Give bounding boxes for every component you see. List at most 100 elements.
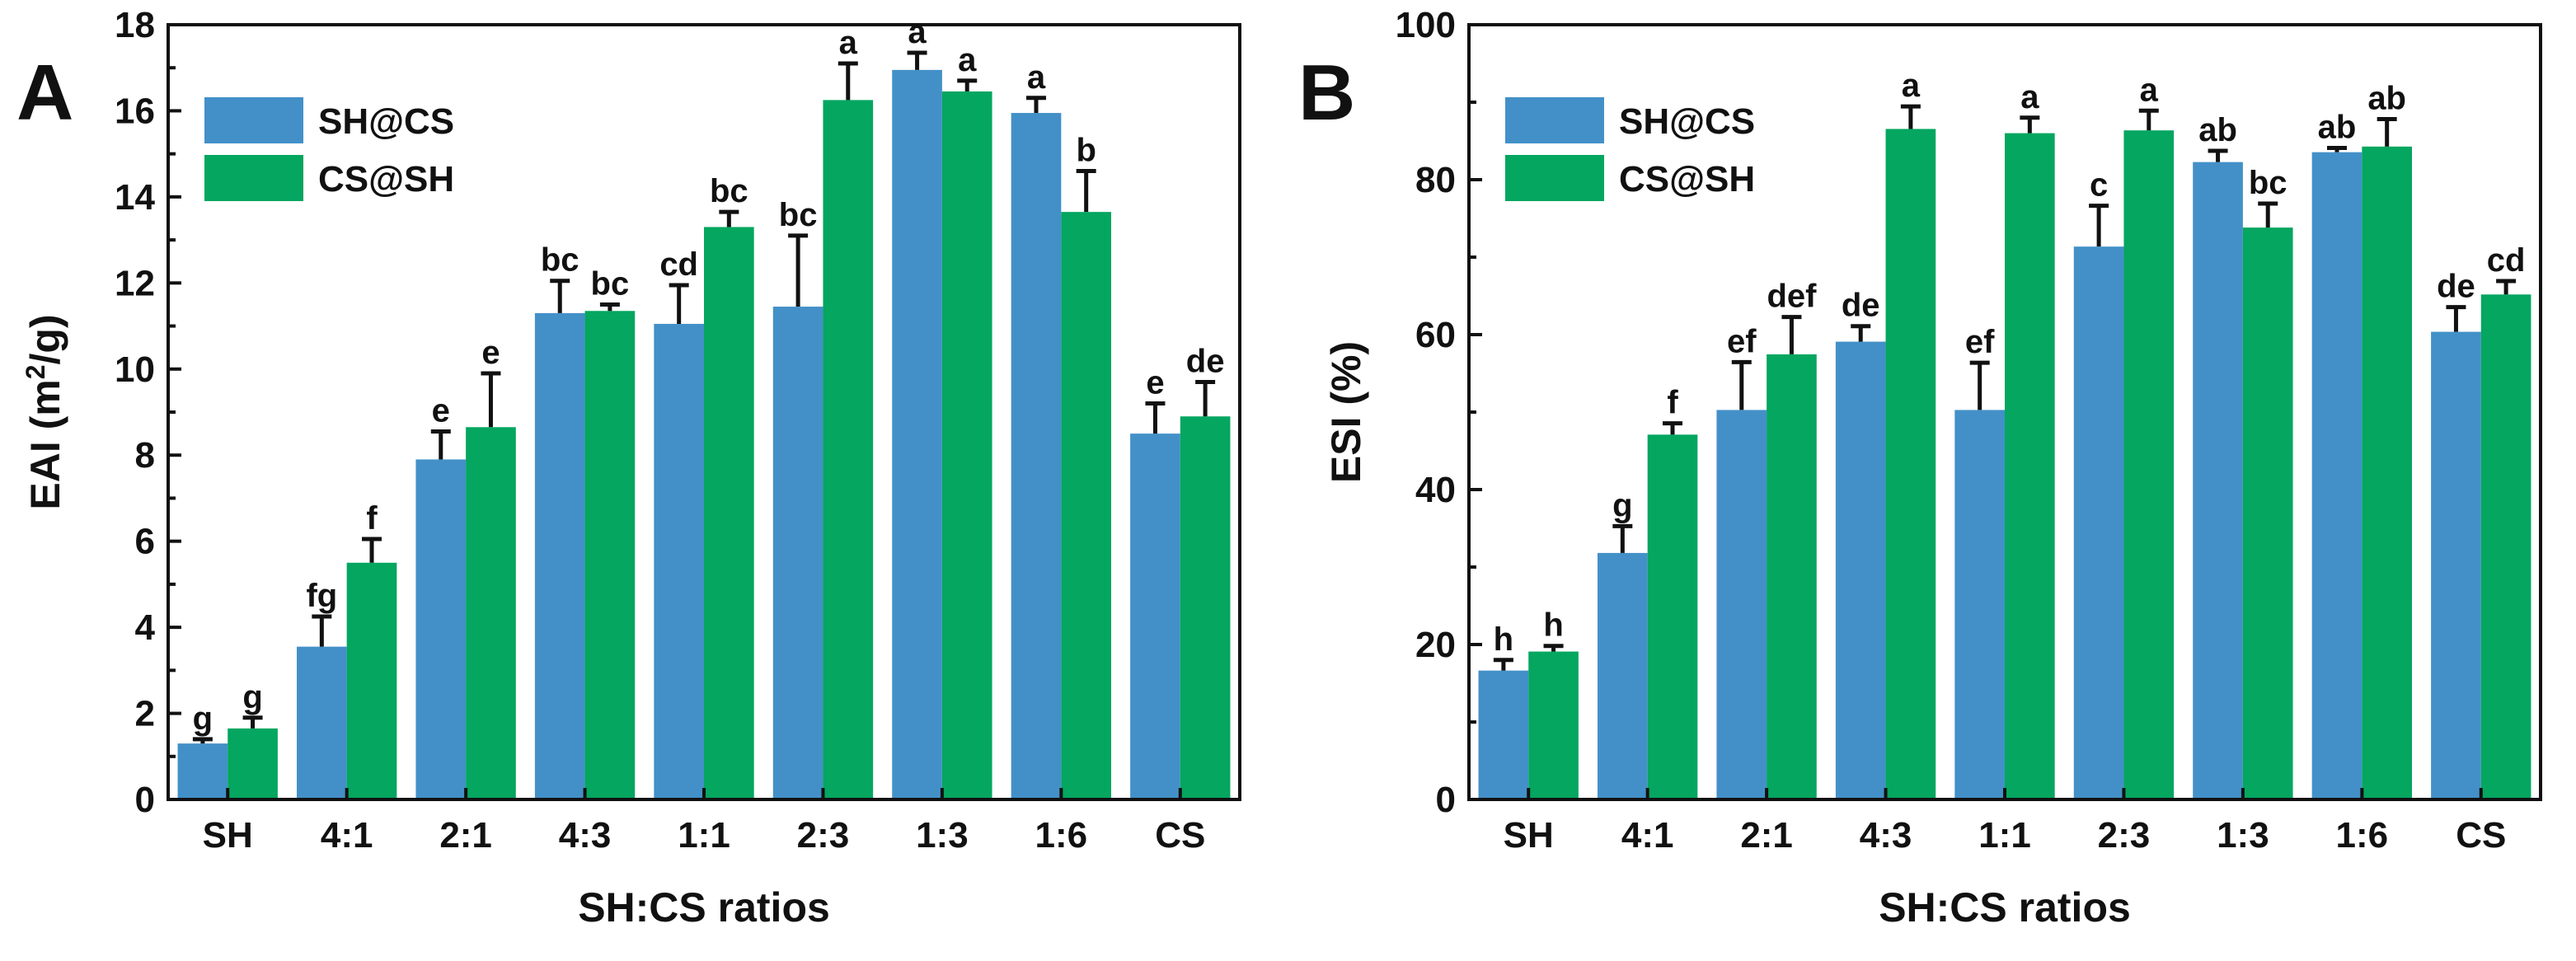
y-tick-label: 10 [115,349,155,390]
significance-label: a [958,42,977,78]
legend-swatch [1505,97,1604,143]
significance-label: de [2437,269,2475,305]
bar [1011,113,1062,800]
significance-label: de [1186,343,1225,379]
legend-swatch [204,155,303,201]
significance-label: a [1027,59,1046,96]
bar [2073,246,2124,799]
bar [415,459,467,799]
panel-letter: A [16,49,73,137]
bar [941,91,992,799]
bar [297,646,347,799]
x-tick-label: 4:3 [559,815,612,856]
bar [1180,416,1231,799]
significance-label: a [1902,68,1921,104]
y-tick-label: 16 [115,91,155,131]
significance-label: de [1842,288,1880,324]
legend-label: SH@CS [318,101,454,142]
x-tick-label: 4:3 [1860,815,1912,856]
bar [823,100,874,799]
significance-label: a [839,25,858,61]
y-tick-label: 14 [115,177,155,218]
x-tick-label: 1:6 [2336,815,2389,856]
y-axis-title-end: /g) [22,314,68,364]
y-tick-label: 18 [115,5,155,45]
significance-label: e [481,335,500,371]
bar [892,69,942,800]
significance-label: cd [2487,242,2526,279]
x-tick-label: SH [203,815,253,856]
bar [2193,162,2243,800]
panel-letter: B [1298,49,1355,137]
y-axis-title-superscript: 2 [21,364,50,379]
significance-label: c [2090,167,2108,204]
significance-label: h [1494,621,1513,658]
bar [1767,354,1817,800]
significance-label: f [1667,385,1678,421]
bar [772,307,823,799]
bar [2005,133,2055,800]
x-tick-label: 2:3 [2098,815,2151,856]
significance-label: ef [1965,324,1995,360]
significance-label: e [1146,365,1164,401]
bar [1647,434,1698,799]
bar [1835,341,1886,800]
x-tick-label: 1:3 [2217,815,2269,856]
significance-label: b [1076,133,1096,169]
legend-label: CS@SH [1619,159,1755,199]
y-tick-label: 40 [1415,470,1456,510]
x-tick-label: 1:1 [1978,815,2031,856]
bar [1528,651,1579,799]
significance-label: bc [2249,165,2287,201]
x-tick-label: 2:3 [797,815,850,856]
x-tick-label: 1:1 [678,815,730,856]
legend-swatch [204,97,303,143]
significance-label: ef [1727,323,1757,359]
x-tick-label: 1:6 [1035,815,1088,856]
x-tick-label: 2:1 [439,815,492,856]
bar [466,427,516,799]
y-axis-title-main: EAI (m [22,379,68,509]
x-tick-label: 4:1 [1621,815,1674,856]
bar [346,562,397,799]
legend-label: CS@SH [318,159,454,199]
bar [2431,331,2481,800]
significance-label: f [366,500,378,537]
x-axis-title: SH:CS ratios [1879,884,2131,931]
bar [1716,410,1767,799]
y-tick-label: 0 [135,780,155,820]
bar [2362,146,2412,799]
significance-label: def [1767,279,1817,315]
bar [1885,129,1936,800]
significance-label: a [908,14,927,50]
x-tick-label: CS [2456,815,2506,856]
significance-label: cd [659,246,698,283]
x-tick-label: SH [1504,815,1554,856]
significance-label: fg [306,578,337,614]
significance-label: g [193,701,213,737]
significance-label: ab [2318,110,2357,146]
bar [2123,130,2175,799]
significance-label: bc [779,197,818,233]
significance-label: bc [591,265,630,302]
y-tick-label: 0 [1436,780,1456,820]
significance-label: a [2140,72,2159,108]
significance-label: e [432,393,450,429]
bar [1598,552,1648,799]
bar [228,728,278,799]
legend-swatch [1505,155,1604,201]
y-tick-label: 6 [135,522,155,562]
y-tick-label: 60 [1415,315,1456,355]
y-tick-label: 20 [1415,625,1456,665]
significance-label: a [2020,79,2039,115]
significance-label: bc [710,173,748,209]
bar [2242,227,2293,799]
significance-label: g [1612,487,1632,523]
y-tick-label: 2 [135,694,155,734]
y-tick-label: 8 [135,435,155,476]
y-axis-title: EAI (m2/g) [21,314,68,509]
y-axis-title-main: ESI (%) [1323,341,1369,483]
bar [2480,294,2531,800]
